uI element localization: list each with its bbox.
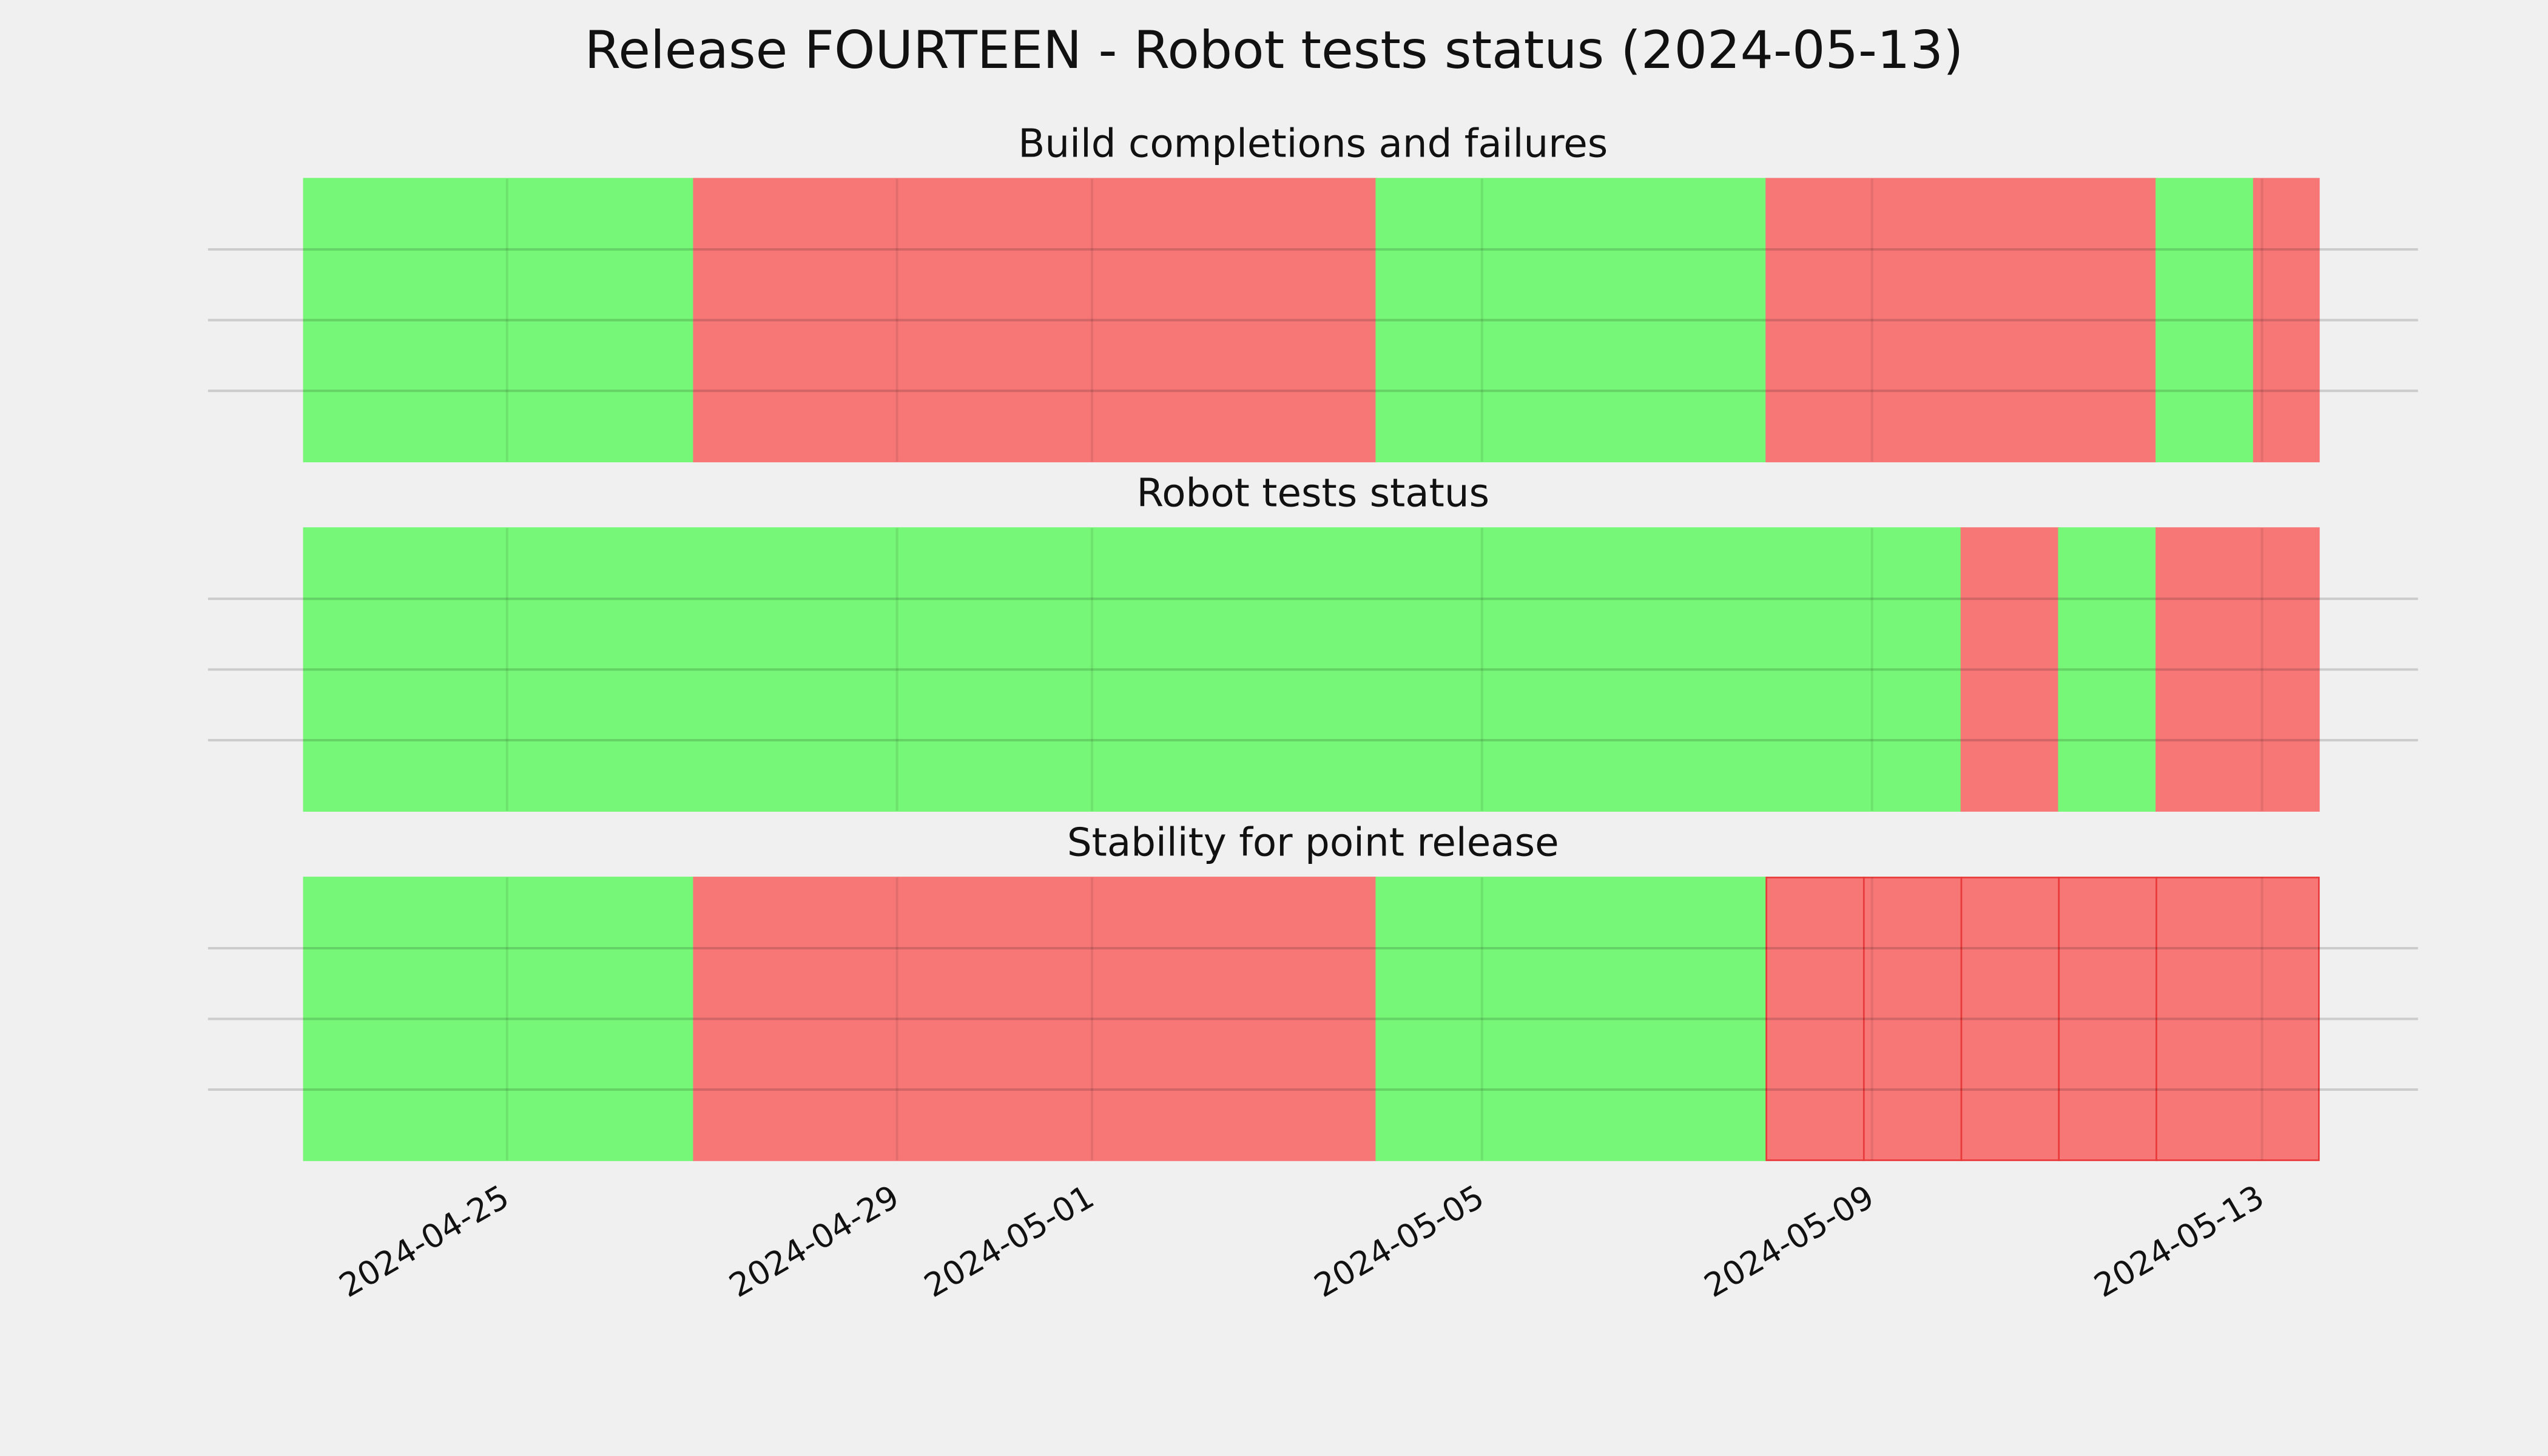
span [693,178,1378,463]
chart-title: Release FOURTEEN - Robot tests status (2… [585,20,1964,81]
span [1375,178,1767,463]
span [303,527,1963,812]
subplot-title: Build completions and failures [1018,121,1608,167]
span [303,178,695,463]
span [1960,527,2060,812]
span [2253,178,2320,463]
subplot-title: Stability for point release [1067,820,1559,865]
span [693,877,1378,1161]
span [2155,178,2255,463]
span [2155,527,2320,812]
span [1375,877,1767,1161]
span [2155,877,2320,1161]
span [1765,178,2157,463]
span [1960,877,2060,1161]
span [303,877,695,1161]
span [1862,877,1963,1161]
subplot-title: Robot tests status [1136,471,1489,516]
span [1765,877,1865,1161]
span [2058,527,2157,812]
span [2058,877,2157,1161]
